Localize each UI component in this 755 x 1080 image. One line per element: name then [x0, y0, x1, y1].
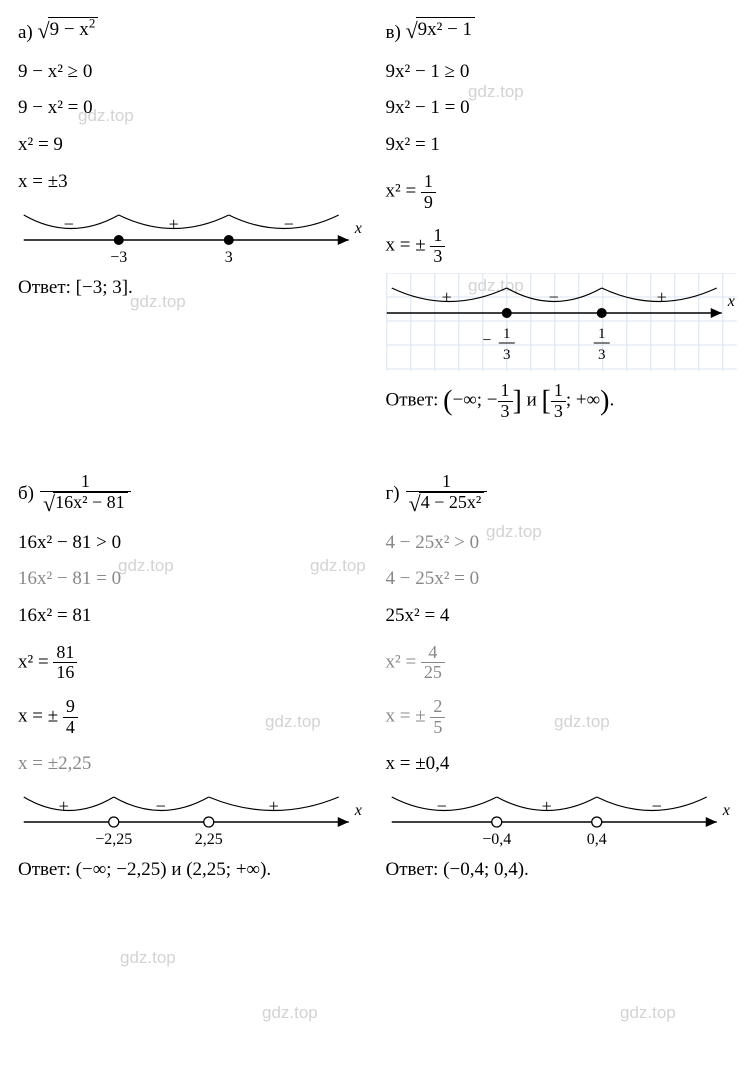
problem-b-header: б) 1 √16x² − 81: [18, 472, 370, 517]
sign: −: [284, 214, 294, 234]
problem-a: а) √ 9 − x2 9 − x² ≥ 0 9 − x² = 0 x² = 9…: [18, 12, 378, 427]
sign: +: [269, 796, 279, 816]
step-b-2: 16x² − 81 = 0: [18, 567, 370, 592]
axis-label: x: [721, 802, 729, 819]
sign: −: [436, 796, 446, 816]
step-b-6: x = ±2,25: [18, 752, 370, 777]
axis-label: x: [726, 293, 734, 310]
point-label: 0,4: [586, 831, 606, 848]
step-g-5: x = ± 25: [386, 697, 738, 738]
sqrt-icon: √ 9x² − 1: [406, 17, 476, 46]
label-a: а): [18, 22, 33, 43]
step-v-1: 9x² − 1 ≥ 0: [386, 60, 738, 85]
svg-text:1: 1: [598, 326, 606, 342]
watermark: gdz.top: [120, 948, 176, 968]
sign: +: [441, 287, 451, 307]
problem-v-header: в) √ 9x² − 1: [386, 17, 738, 46]
expr-a: 9 − x: [50, 19, 89, 40]
step-b-4: x² = 8116: [18, 643, 370, 684]
bottom-row: б) 1 √16x² − 81 16x² − 81 > 0 16x² − 81 …: [18, 467, 737, 889]
problem-g-header: г) 1 √4 − 25x²: [386, 472, 738, 517]
top-row: а) √ 9 − x2 9 − x² ≥ 0 9 − x² = 0 x² = 9…: [18, 12, 737, 427]
axis-label: x: [354, 802, 362, 819]
point-label: −3: [110, 249, 127, 266]
step-a-3: x² = 9: [18, 133, 370, 158]
answer-b: Ответ: (−∞; −2,25) и (2,25; +∞).: [18, 858, 370, 883]
step-g-6: x = ±0,4: [386, 752, 738, 777]
problem-g: г) 1 √4 − 25x² 4 − 25x² > 0 4 − 25x² = 0…: [378, 467, 738, 889]
sign: +: [656, 287, 666, 307]
sqrt-icon: √ 9 − x2: [38, 17, 99, 46]
step-b-3: 16x² = 81: [18, 604, 370, 629]
svg-text:3: 3: [598, 347, 606, 363]
sign: −: [156, 796, 166, 816]
point-label: −2,25: [95, 831, 132, 848]
sign: +: [59, 796, 69, 816]
numberline-g: x − + − −0,4 0,4: [386, 782, 738, 854]
sign: −: [548, 287, 558, 307]
answer-a: Ответ: [−3; 3].: [18, 276, 370, 301]
sign: +: [541, 796, 551, 816]
problem-v: в) √ 9x² − 1 9x² − 1 ≥ 0 9x² − 1 = 0 9x²…: [378, 12, 738, 427]
label-v: в): [386, 22, 401, 43]
step-a-2: 9 − x² = 0: [18, 96, 370, 121]
watermark: gdz.top: [620, 1003, 676, 1023]
sign: −: [651, 796, 661, 816]
numberline-v: x + − + − 1 3 1 3: [386, 273, 738, 371]
point-label: 2,25: [195, 831, 223, 848]
step-a-1: 9 − x² ≥ 0: [18, 60, 370, 85]
step-g-1: 4 − 25x² > 0: [386, 531, 738, 556]
step-g-4: x² = 425: [386, 643, 738, 684]
watermark: gdz.top: [262, 1003, 318, 1023]
step-b-5: x = ± 94: [18, 697, 370, 738]
sign: +: [169, 214, 179, 234]
point-label: −0,4: [482, 831, 511, 848]
numberline-b: x + − + −2,25 2,25: [18, 782, 370, 854]
problem-a-header: а) √ 9 − x2: [18, 17, 370, 46]
step-v-4: x² = 19: [386, 172, 738, 213]
step-v-2: 9x² − 1 = 0: [386, 96, 738, 121]
svg-text:−: −: [482, 332, 491, 349]
problem-b: б) 1 √16x² − 81 16x² − 81 > 0 16x² − 81 …: [18, 467, 378, 889]
svg-text:1: 1: [503, 326, 511, 342]
step-b-1: 16x² − 81 > 0: [18, 531, 370, 556]
step-a-4: x = ±3: [18, 170, 370, 195]
step-g-2: 4 − 25x² = 0: [386, 567, 738, 592]
sign: −: [64, 214, 74, 234]
axis-label: x: [354, 220, 362, 237]
step-v-3: 9x² = 1: [386, 133, 738, 158]
answer-g: Ответ: (−0,4; 0,4).: [386, 858, 738, 883]
label-g: г): [386, 482, 400, 507]
step-v-5: x = ± 13: [386, 226, 738, 267]
label-b: б): [18, 482, 34, 507]
svg-text:3: 3: [503, 347, 511, 363]
answer-v: Ответ: (−∞; −13] и [13; +∞).: [386, 381, 738, 422]
step-g-3: 25x² = 4: [386, 604, 738, 629]
numberline-a: x − + − −3 3: [18, 200, 370, 272]
point-label: 3: [225, 249, 233, 266]
